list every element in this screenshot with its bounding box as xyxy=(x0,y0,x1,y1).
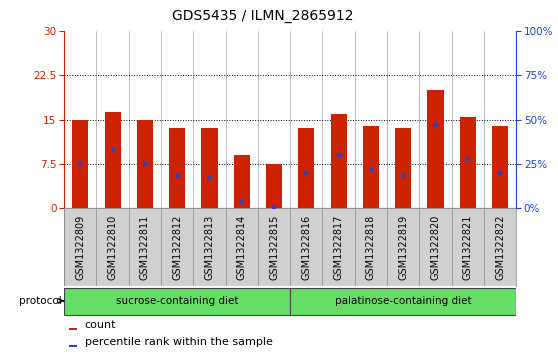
Bar xyxy=(330,114,347,208)
Text: palatinose-containing diet: palatinose-containing diet xyxy=(335,296,472,306)
Text: protocol: protocol xyxy=(19,296,62,306)
Bar xyxy=(72,119,88,208)
Bar xyxy=(137,119,153,208)
Bar xyxy=(266,164,282,208)
Text: GSM1322815: GSM1322815 xyxy=(269,215,279,280)
Bar xyxy=(298,129,314,208)
Text: GSM1322820: GSM1322820 xyxy=(430,215,440,280)
Bar xyxy=(492,126,508,208)
Text: GSM1322811: GSM1322811 xyxy=(140,215,150,280)
Text: GDS5435 / ILMN_2865912: GDS5435 / ILMN_2865912 xyxy=(171,9,353,23)
Text: count: count xyxy=(84,321,116,330)
Text: GSM1322822: GSM1322822 xyxy=(495,215,505,280)
Text: percentile rank within the sample: percentile rank within the sample xyxy=(84,337,272,347)
Text: sucrose-containing diet: sucrose-containing diet xyxy=(116,296,238,306)
Text: GSM1322818: GSM1322818 xyxy=(366,215,376,280)
Text: GSM1322810: GSM1322810 xyxy=(108,215,118,280)
Bar xyxy=(169,129,185,208)
Bar xyxy=(460,117,476,208)
Bar xyxy=(395,129,411,208)
Text: GSM1322809: GSM1322809 xyxy=(75,215,85,280)
Bar xyxy=(69,328,77,330)
Bar xyxy=(363,126,379,208)
Bar xyxy=(234,155,250,208)
Bar xyxy=(69,344,77,347)
Text: GSM1322814: GSM1322814 xyxy=(237,215,247,280)
Text: GSM1322817: GSM1322817 xyxy=(334,215,344,280)
Bar xyxy=(201,129,218,208)
Bar xyxy=(427,90,444,208)
Bar xyxy=(290,288,516,315)
Text: GSM1322816: GSM1322816 xyxy=(301,215,311,280)
Text: GSM1322813: GSM1322813 xyxy=(204,215,214,280)
Text: GSM1322819: GSM1322819 xyxy=(398,215,408,280)
Text: GSM1322812: GSM1322812 xyxy=(172,215,182,280)
Bar xyxy=(64,288,290,315)
Bar xyxy=(104,113,121,208)
Text: GSM1322821: GSM1322821 xyxy=(463,215,473,280)
